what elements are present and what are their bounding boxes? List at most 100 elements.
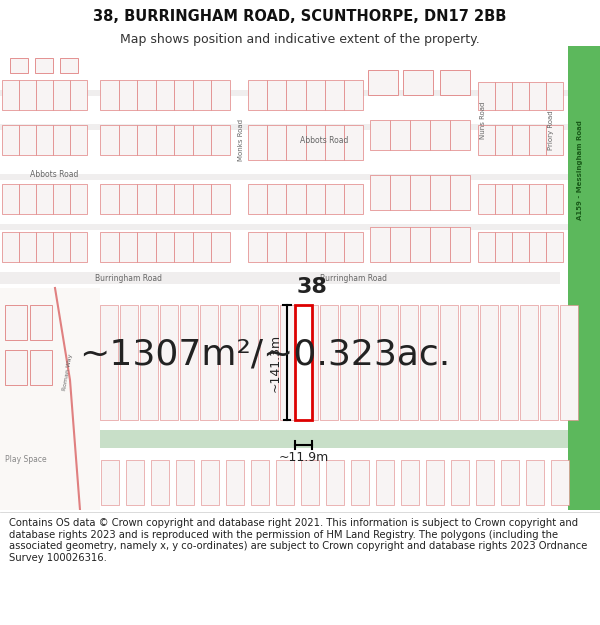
Bar (376, 460, 394, 505)
Bar (410, 175, 430, 210)
Bar (53, 232, 70, 262)
Bar (495, 125, 512, 155)
Bar (174, 232, 193, 262)
Bar (119, 184, 137, 214)
Bar (126, 460, 144, 505)
Bar (370, 175, 390, 210)
Text: Burringham Road: Burringham Road (95, 274, 162, 282)
Bar (286, 184, 305, 214)
Bar (344, 125, 363, 160)
Text: ~141.3m: ~141.3m (269, 334, 282, 391)
Bar (286, 125, 305, 160)
Bar (351, 460, 369, 505)
Bar (325, 80, 344, 110)
Bar (248, 80, 267, 110)
Bar (305, 125, 325, 160)
Bar (0, 224, 600, 230)
Bar (100, 232, 119, 262)
Bar (36, 184, 53, 214)
Bar (156, 232, 174, 262)
Bar (19, 184, 36, 214)
Bar (380, 305, 398, 420)
Bar (301, 460, 319, 505)
Text: Abbots Road: Abbots Road (30, 169, 79, 179)
Bar (10, 58, 28, 73)
Text: Map shows position and indicative extent of the property.: Map shows position and indicative extent… (120, 33, 480, 46)
Bar (100, 305, 118, 420)
Bar (120, 305, 138, 420)
Bar (440, 305, 458, 420)
Bar (401, 460, 419, 505)
Bar (119, 80, 137, 110)
Text: A159 - Messingham Road: A159 - Messingham Road (577, 120, 583, 220)
Bar (305, 80, 325, 110)
Bar (440, 70, 470, 95)
Bar (260, 305, 278, 420)
Bar (211, 80, 230, 110)
Bar (529, 184, 546, 214)
Bar (53, 80, 70, 110)
Bar (174, 184, 193, 214)
Bar (36, 232, 53, 262)
Bar (176, 460, 194, 505)
Bar (420, 305, 438, 420)
Bar (137, 232, 156, 262)
Bar (19, 125, 36, 155)
Bar (2, 125, 19, 155)
Bar (119, 232, 137, 262)
Text: Nuns Road: Nuns Road (480, 101, 486, 139)
Bar (495, 82, 512, 110)
Bar (53, 184, 70, 214)
Bar (478, 125, 495, 155)
Bar (267, 80, 286, 110)
Bar (220, 305, 238, 420)
Bar (151, 460, 169, 505)
Bar (193, 232, 211, 262)
Bar (500, 305, 518, 420)
Bar (2, 184, 19, 214)
Text: Contains OS data © Crown copyright and database right 2021. This information is : Contains OS data © Crown copyright and d… (9, 518, 587, 563)
Bar (211, 125, 230, 155)
Bar (370, 227, 390, 262)
Bar (267, 125, 286, 160)
Bar (551, 460, 569, 505)
Bar (512, 232, 529, 262)
Bar (495, 232, 512, 262)
Bar (174, 80, 193, 110)
Bar (403, 70, 433, 95)
Bar (360, 305, 378, 420)
Bar (300, 305, 318, 420)
Bar (137, 125, 156, 155)
Bar (100, 80, 119, 110)
Bar (370, 120, 390, 150)
Bar (430, 227, 450, 262)
Bar (0, 124, 600, 130)
Bar (19, 80, 36, 110)
Text: 38: 38 (296, 277, 327, 297)
Bar (400, 305, 418, 420)
Bar (305, 232, 325, 262)
Text: Play Space: Play Space (5, 455, 47, 464)
Text: Burringham Road: Burringham Road (320, 274, 387, 282)
Bar (568, 46, 600, 510)
Bar (390, 227, 410, 262)
Bar (60, 58, 78, 73)
Bar (460, 305, 478, 420)
Bar (240, 305, 258, 420)
Bar (2, 232, 19, 262)
Bar (36, 125, 53, 155)
Bar (501, 460, 519, 505)
Bar (193, 184, 211, 214)
Bar (70, 125, 87, 155)
Bar (512, 125, 529, 155)
Bar (325, 184, 344, 214)
Bar (295, 305, 312, 420)
Bar (200, 305, 218, 420)
Bar (226, 460, 244, 505)
Bar (480, 305, 498, 420)
Bar (70, 80, 87, 110)
Bar (156, 184, 174, 214)
Bar (70, 232, 87, 262)
Bar (344, 232, 363, 262)
Bar (546, 125, 563, 155)
